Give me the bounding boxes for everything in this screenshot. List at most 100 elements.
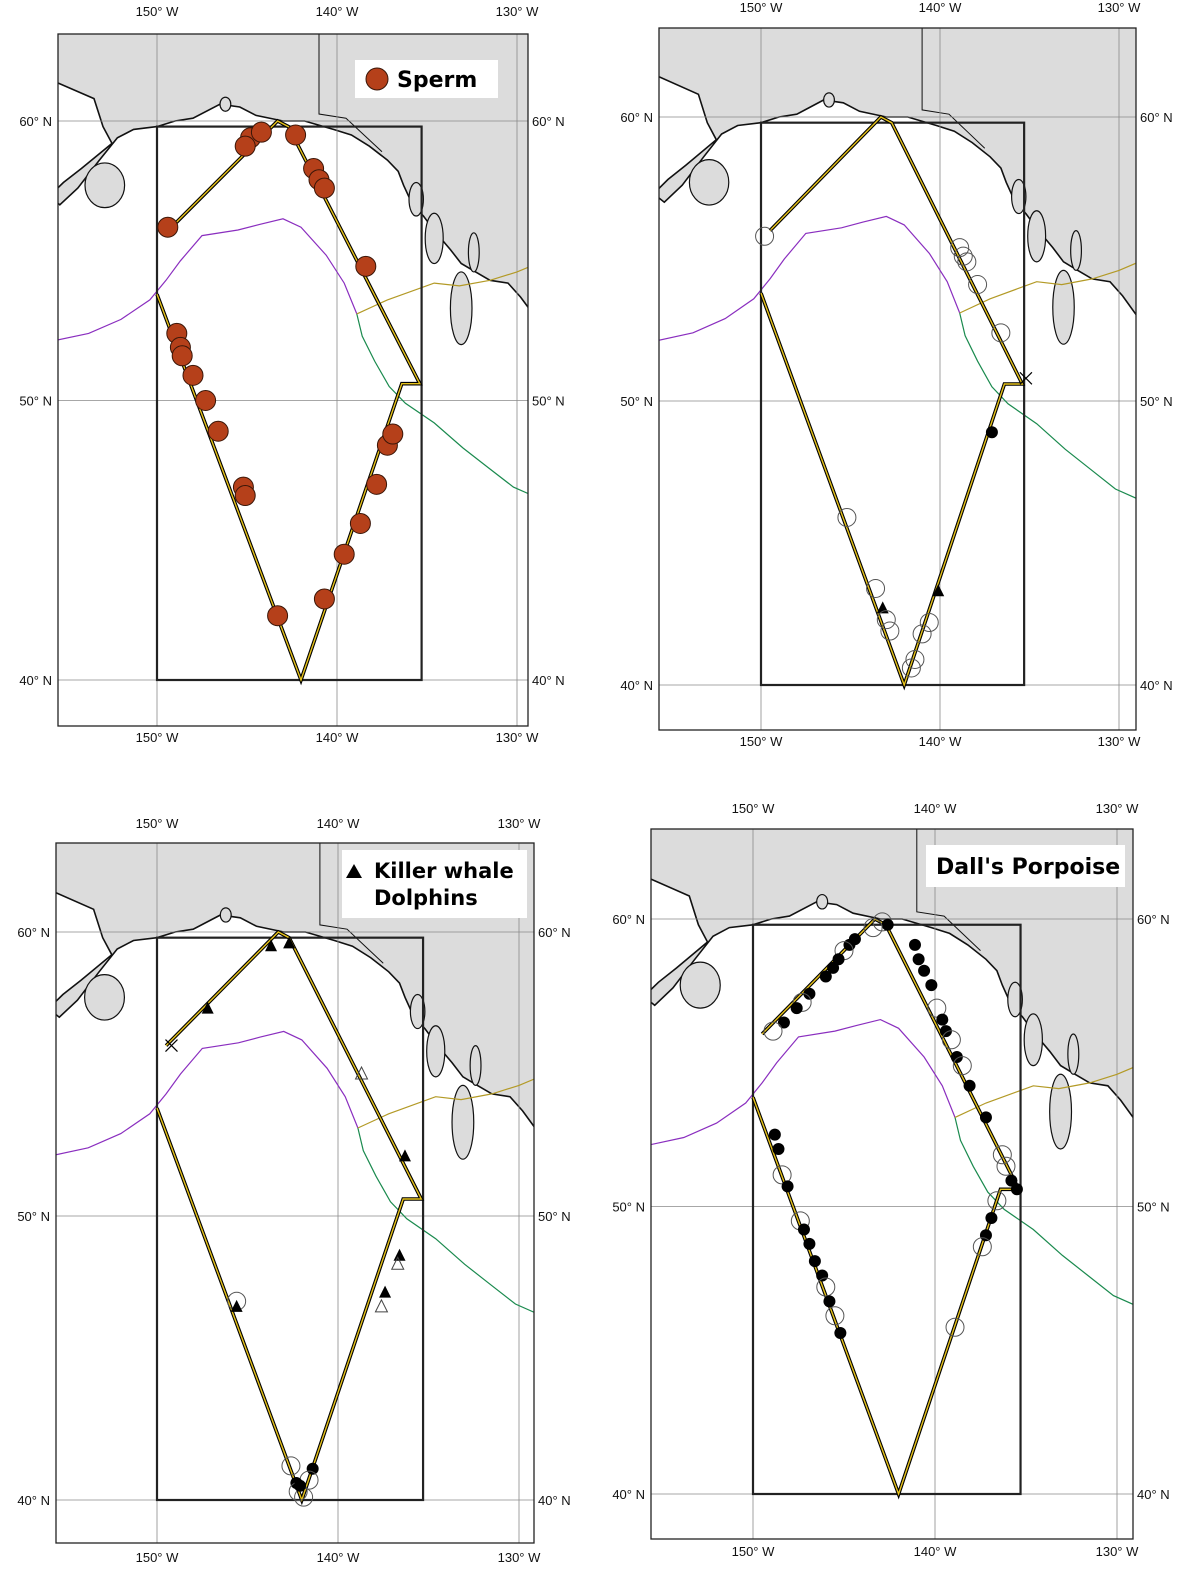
legend-label: Dall's Porpoise (936, 855, 1120, 880)
lon-label-top: 150° W (732, 801, 776, 816)
filled-circle-sighting (823, 1295, 836, 1308)
land-mass (651, 829, 1133, 1119)
lon-label-top: 140° W (914, 801, 958, 816)
filled-circle-sighting (768, 1128, 781, 1141)
filled-circle-sighting (912, 953, 925, 966)
sperm-whale-sighting (313, 177, 335, 199)
filled-circle-sighting (832, 953, 845, 966)
sperm-whale-sighting (182, 364, 204, 386)
open-circle-sighting (876, 610, 896, 630)
open-circle-sighting (763, 1021, 783, 1041)
open-circle-sighting (996, 1156, 1016, 1176)
lon-label-top: 130° W (498, 816, 542, 831)
olive-boundary-line (357, 1078, 534, 1129)
sperm-whale-sighting (366, 473, 388, 495)
lat-label-left: 40° N (620, 678, 653, 693)
legend-box (926, 845, 1125, 887)
filled-circle-sighting (985, 426, 998, 439)
filled-circle-sighting (918, 964, 931, 977)
sperm-whale-sighting (355, 255, 377, 277)
island (1011, 178, 1027, 215)
lat-label-left: 50° N (17, 1209, 50, 1224)
lon-label-top: 150° W (740, 0, 784, 15)
open-circle-sighting (880, 621, 900, 641)
filled-circle-sighting (803, 1237, 816, 1250)
legend-label: Dolphins (374, 886, 478, 910)
lon-label-bottom: 150° W (136, 1550, 180, 1565)
filled-circle-sighting (803, 987, 816, 1000)
lon-label-bottom: 130° W (1096, 1544, 1140, 1559)
lat-label-right: 50° N (532, 394, 565, 409)
island (679, 961, 721, 1009)
legend-label: Sperm (397, 68, 477, 93)
open-circle-sighting (901, 658, 921, 678)
sperm-whale-sighting (382, 423, 404, 445)
open-circle-sighting (772, 1165, 792, 1185)
lon-label-bottom: 140° W (914, 1544, 958, 1559)
sperm-whale-sighting (195, 390, 217, 411)
legend: Sperm (355, 60, 498, 98)
map-frame (55, 842, 535, 1544)
open-circle-sighting (941, 1030, 961, 1050)
sperm-whale-sighting (267, 605, 289, 627)
lon-label-top: 150° W (136, 816, 180, 831)
lon-label-top: 140° W (317, 816, 361, 831)
killer-whale-dolphin-sighting (265, 939, 278, 952)
open-circle-sighting (825, 1306, 845, 1326)
filled-circle-sighting (772, 1143, 785, 1155)
legend-box (342, 850, 527, 918)
filled-circle-sighting (819, 970, 832, 983)
filled-circle-sighting (777, 1016, 790, 1029)
lat-label-left: 50° N (620, 394, 653, 409)
filled-circle-sighting (881, 918, 894, 931)
island (449, 271, 473, 346)
island (823, 92, 835, 108)
map-area (651, 829, 1133, 1539)
island (219, 907, 232, 923)
open-circle-sighting (987, 1191, 1007, 1211)
open-circle-sighting (816, 1277, 836, 1297)
land-mass (659, 28, 1136, 316)
filled-circle-sighting (834, 1327, 847, 1339)
purple-boundary-line (659, 215, 961, 341)
lat-label-right: 60° N (1140, 110, 1173, 125)
open-circle-sighting (968, 275, 988, 295)
lat-label-right: 40° N (538, 1493, 571, 1508)
open-circle-sighting (755, 226, 775, 246)
island (1070, 229, 1083, 271)
island (451, 1084, 475, 1160)
lon-label-bottom: 150° W (740, 734, 784, 749)
sperm-whale-sighting (349, 512, 371, 534)
island (1067, 1033, 1080, 1075)
open-circle-sighting (863, 918, 883, 938)
filled-circle-sighting (979, 1229, 992, 1242)
border-line (319, 843, 384, 964)
legend: Killer whale Dolphins (342, 850, 527, 918)
island (1052, 269, 1075, 345)
filled-circle-sighting (843, 938, 856, 951)
filled-circle-sighting (939, 1025, 952, 1038)
map-panel-top-right: 150° W 150° W 140° W 140° W 130° W 130° W 60° … (620, 0, 1173, 749)
lat-label-left: 40° N (17, 1493, 50, 1508)
lat-label-right: 50° N (1137, 1200, 1170, 1215)
filled-circle-sighting (306, 1462, 319, 1475)
map-area (659, 28, 1136, 730)
open-circle-sighting (792, 992, 812, 1012)
killer-whale-dolphin-sighting (201, 1001, 214, 1014)
filled-circle-sighting (797, 1223, 810, 1236)
lat-label-right: 60° N (538, 925, 571, 940)
sperm-whale-sighting (171, 345, 193, 367)
island (424, 212, 444, 265)
island (1049, 1073, 1073, 1150)
lon-label-bottom: 150° W (732, 1544, 776, 1559)
purple-boundary-line (58, 218, 358, 341)
lon-label-bottom: 130° W (496, 730, 540, 745)
open-circle-sighting (957, 252, 977, 272)
map-frame (658, 27, 1137, 731)
island (84, 162, 126, 209)
filled-circle-sighting (293, 1479, 306, 1492)
cross-sighting (165, 1039, 178, 1053)
killer-whale-dolphin-sighting (283, 936, 296, 949)
olive-boundary-line (954, 1066, 1133, 1118)
